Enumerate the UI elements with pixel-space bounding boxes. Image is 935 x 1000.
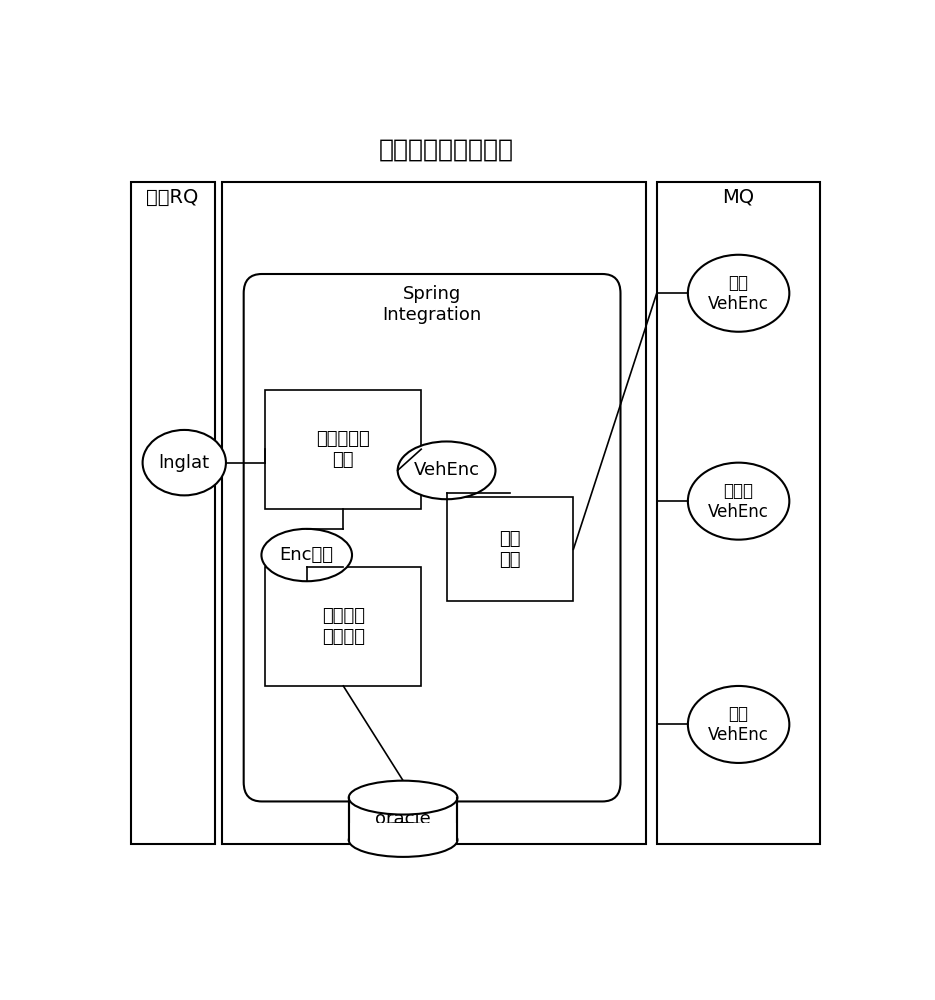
Text: 路由
围栏: 路由 围栏: [499, 530, 521, 569]
Ellipse shape: [349, 823, 457, 857]
Bar: [349, 823, 457, 840]
Ellipse shape: [397, 441, 496, 499]
Bar: [266, 389, 422, 509]
Text: 矩形
VehEnc: 矩形 VehEnc: [708, 274, 770, 313]
Bar: [447, 497, 573, 601]
Text: 坐标对应围栏子模块: 坐标对应围栏子模块: [379, 137, 514, 161]
Bar: [222, 182, 646, 844]
FancyBboxPatch shape: [244, 274, 621, 801]
Bar: [131, 182, 215, 844]
Text: Enc列表: Enc列表: [280, 546, 334, 564]
Bar: [656, 182, 820, 844]
Text: Spring
Integration: Spring Integration: [382, 285, 482, 324]
Ellipse shape: [688, 686, 789, 763]
Ellipse shape: [688, 463, 789, 540]
Bar: [266, 567, 422, 686]
Text: VehEnc: VehEnc: [413, 461, 480, 479]
Text: lnglat: lnglat: [159, 454, 209, 472]
Text: 坐标RQ: 坐标RQ: [147, 188, 199, 207]
Text: MQ: MQ: [723, 188, 755, 207]
Ellipse shape: [349, 781, 457, 815]
Ellipse shape: [262, 529, 352, 581]
Text: 坐标与围栏
对应: 坐标与围栏 对应: [316, 430, 370, 469]
Text: 线路
VehEnc: 线路 VehEnc: [708, 705, 770, 744]
Text: 定时加载
车辆围栏: 定时加载 车辆围栏: [322, 607, 365, 646]
Text: 多边形
VehEnc: 多边形 VehEnc: [708, 482, 770, 521]
Ellipse shape: [688, 255, 789, 332]
Text: oracle: oracle: [375, 810, 431, 828]
Ellipse shape: [143, 430, 226, 495]
